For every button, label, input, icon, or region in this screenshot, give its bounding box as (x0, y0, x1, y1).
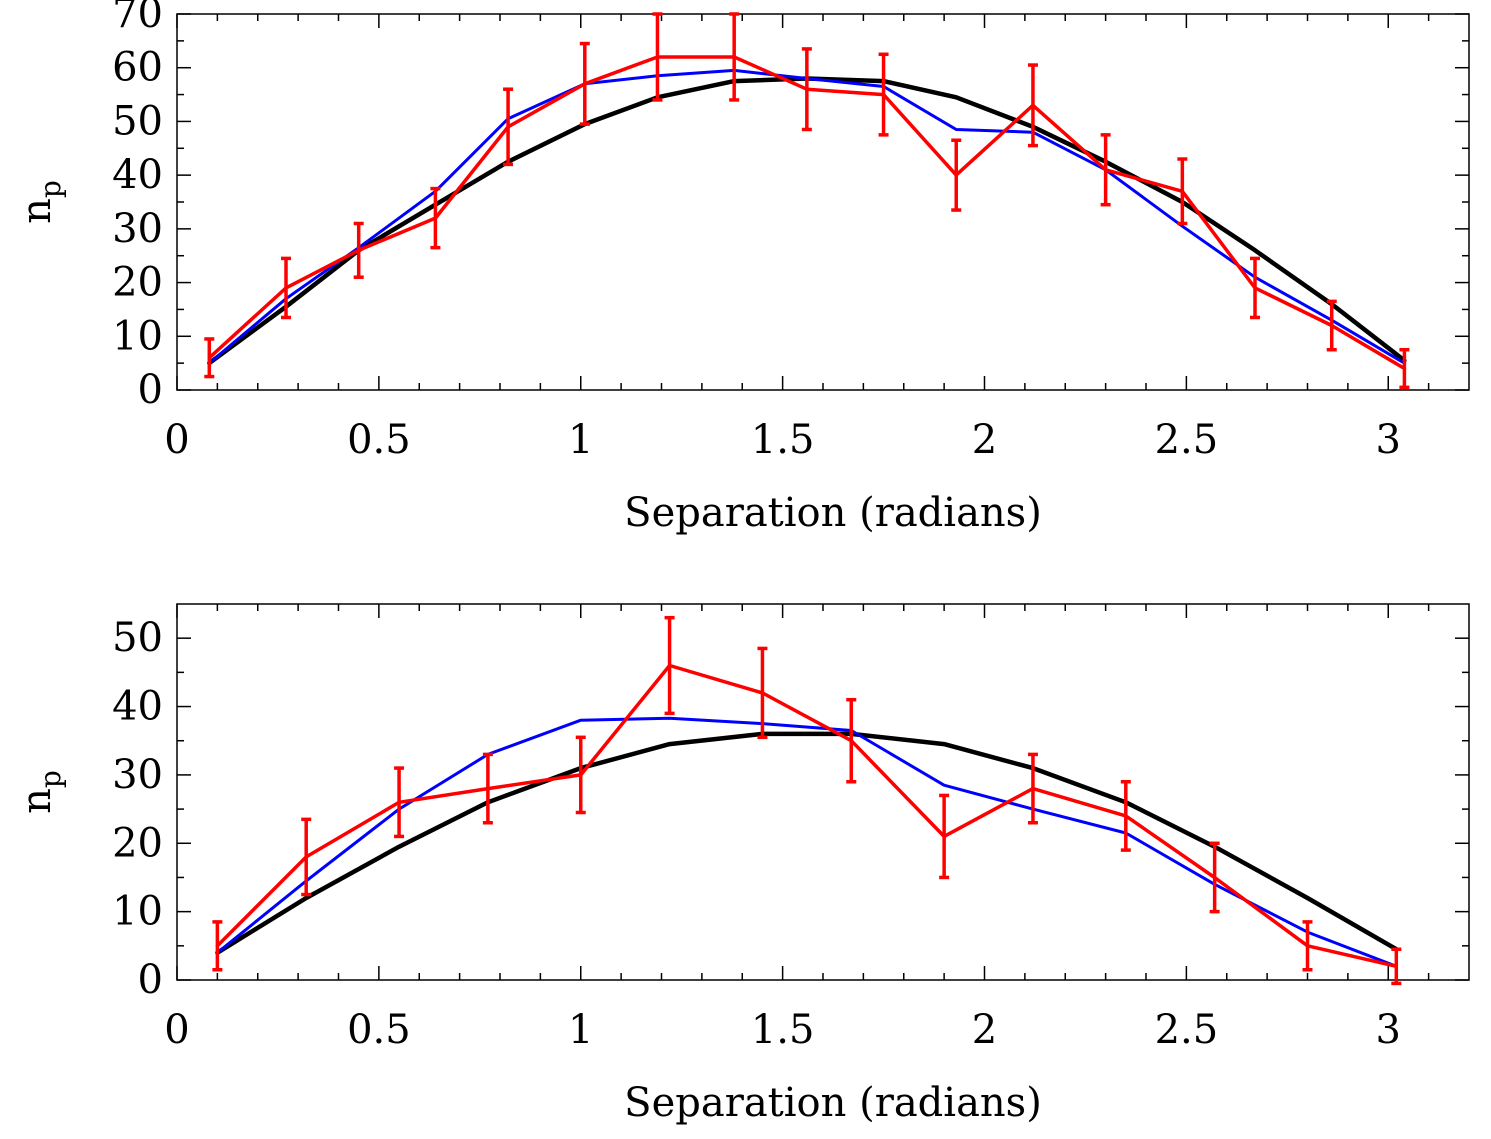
error-bar (575, 735, 586, 815)
x-tick-label: 1.5 (751, 417, 815, 463)
error-bar (1027, 752, 1038, 825)
error-bar (1250, 256, 1261, 320)
x-tick-label: 2 (972, 1007, 997, 1053)
y-tick-label: 40 (112, 684, 163, 730)
y-axis-title-main: n (14, 788, 60, 814)
series-line-model (215, 731, 1399, 955)
error-bar (1100, 133, 1111, 207)
x-tick-label: 3 (1376, 417, 1401, 463)
x-tick-label: 1 (568, 1007, 593, 1053)
error-bar (482, 752, 493, 825)
x-tick-label: 0.5 (347, 1007, 411, 1053)
error-bar (1120, 779, 1131, 852)
error-bar (1302, 920, 1313, 972)
y-axis-title-subscript: p (34, 770, 67, 788)
error-bar (394, 766, 405, 839)
y-tick-label: 0 (138, 957, 163, 1003)
x-axis-title: Separation (radians) (624, 1080, 1042, 1126)
y-tick-label: 0 (138, 367, 163, 413)
error-bar (1177, 157, 1188, 226)
error-bar (801, 47, 812, 132)
error-bar (353, 221, 364, 279)
x-tick-label: 0 (164, 417, 189, 463)
y-tick-label: 10 (112, 313, 163, 359)
error-bar (939, 793, 950, 880)
y-tick-label: 10 (112, 889, 163, 935)
error-bar (878, 52, 889, 137)
panel-bottom: 0 10 20 30 40 50 0 0.5 1 1.5 2 2.5 3 Separation (radi… (14, 603, 1470, 1126)
error-bar (503, 87, 514, 167)
y-axis-title-subscript: p (34, 180, 67, 198)
y-axis-title: np (14, 770, 67, 814)
error-bar (579, 41, 590, 126)
y-tick-label: 20 (112, 820, 163, 866)
y-tick-label: 20 (112, 260, 163, 306)
y-tick-label: 30 (112, 752, 163, 798)
x-tick-label: 1 (568, 417, 593, 463)
y-tick-label: 60 (112, 45, 163, 91)
y-tick-label: 50 (112, 615, 163, 661)
x-tick-label: 2.5 (1155, 417, 1219, 463)
series-line-data (215, 663, 1399, 969)
error-bar (664, 615, 675, 716)
y-tick-label: 50 (112, 98, 163, 144)
x-tick-label: 3 (1376, 1007, 1401, 1053)
x-tick-label: 2 (972, 417, 997, 463)
error-bar (1399, 347, 1410, 390)
error-bar (757, 646, 768, 740)
error-bar (729, 12, 740, 102)
error-bar (301, 817, 312, 897)
error-bar (212, 920, 223, 972)
error-bar (846, 697, 857, 784)
y-tick-label: 40 (112, 152, 163, 198)
error-bar (430, 186, 441, 250)
y-axis-title: np (14, 180, 67, 224)
x-tick-label: 1.5 (751, 1007, 815, 1053)
y-tick-label: 30 (112, 206, 163, 252)
y-tick-label: 70 (112, 0, 163, 37)
x-axis-title: Separation (radians) (624, 490, 1042, 536)
error-bar (281, 256, 292, 320)
error-bar (204, 337, 215, 379)
error-bar (1027, 63, 1038, 148)
y-axis-title-main: n (14, 198, 60, 224)
error-bar (1391, 947, 1402, 986)
x-tick-label: 0.5 (347, 417, 411, 463)
panel-top: 0 10 20 30 40 50 60 70 0 0.5 1 1.5 2 2.5 3 Separation (… (14, 0, 1470, 536)
x-tick-label: 0 (164, 1007, 189, 1053)
error-bar (1209, 841, 1220, 914)
error-bar (652, 12, 663, 102)
error-bar (951, 138, 962, 212)
x-tick-label: 2.5 (1155, 1007, 1219, 1053)
error-bar (1326, 299, 1337, 352)
